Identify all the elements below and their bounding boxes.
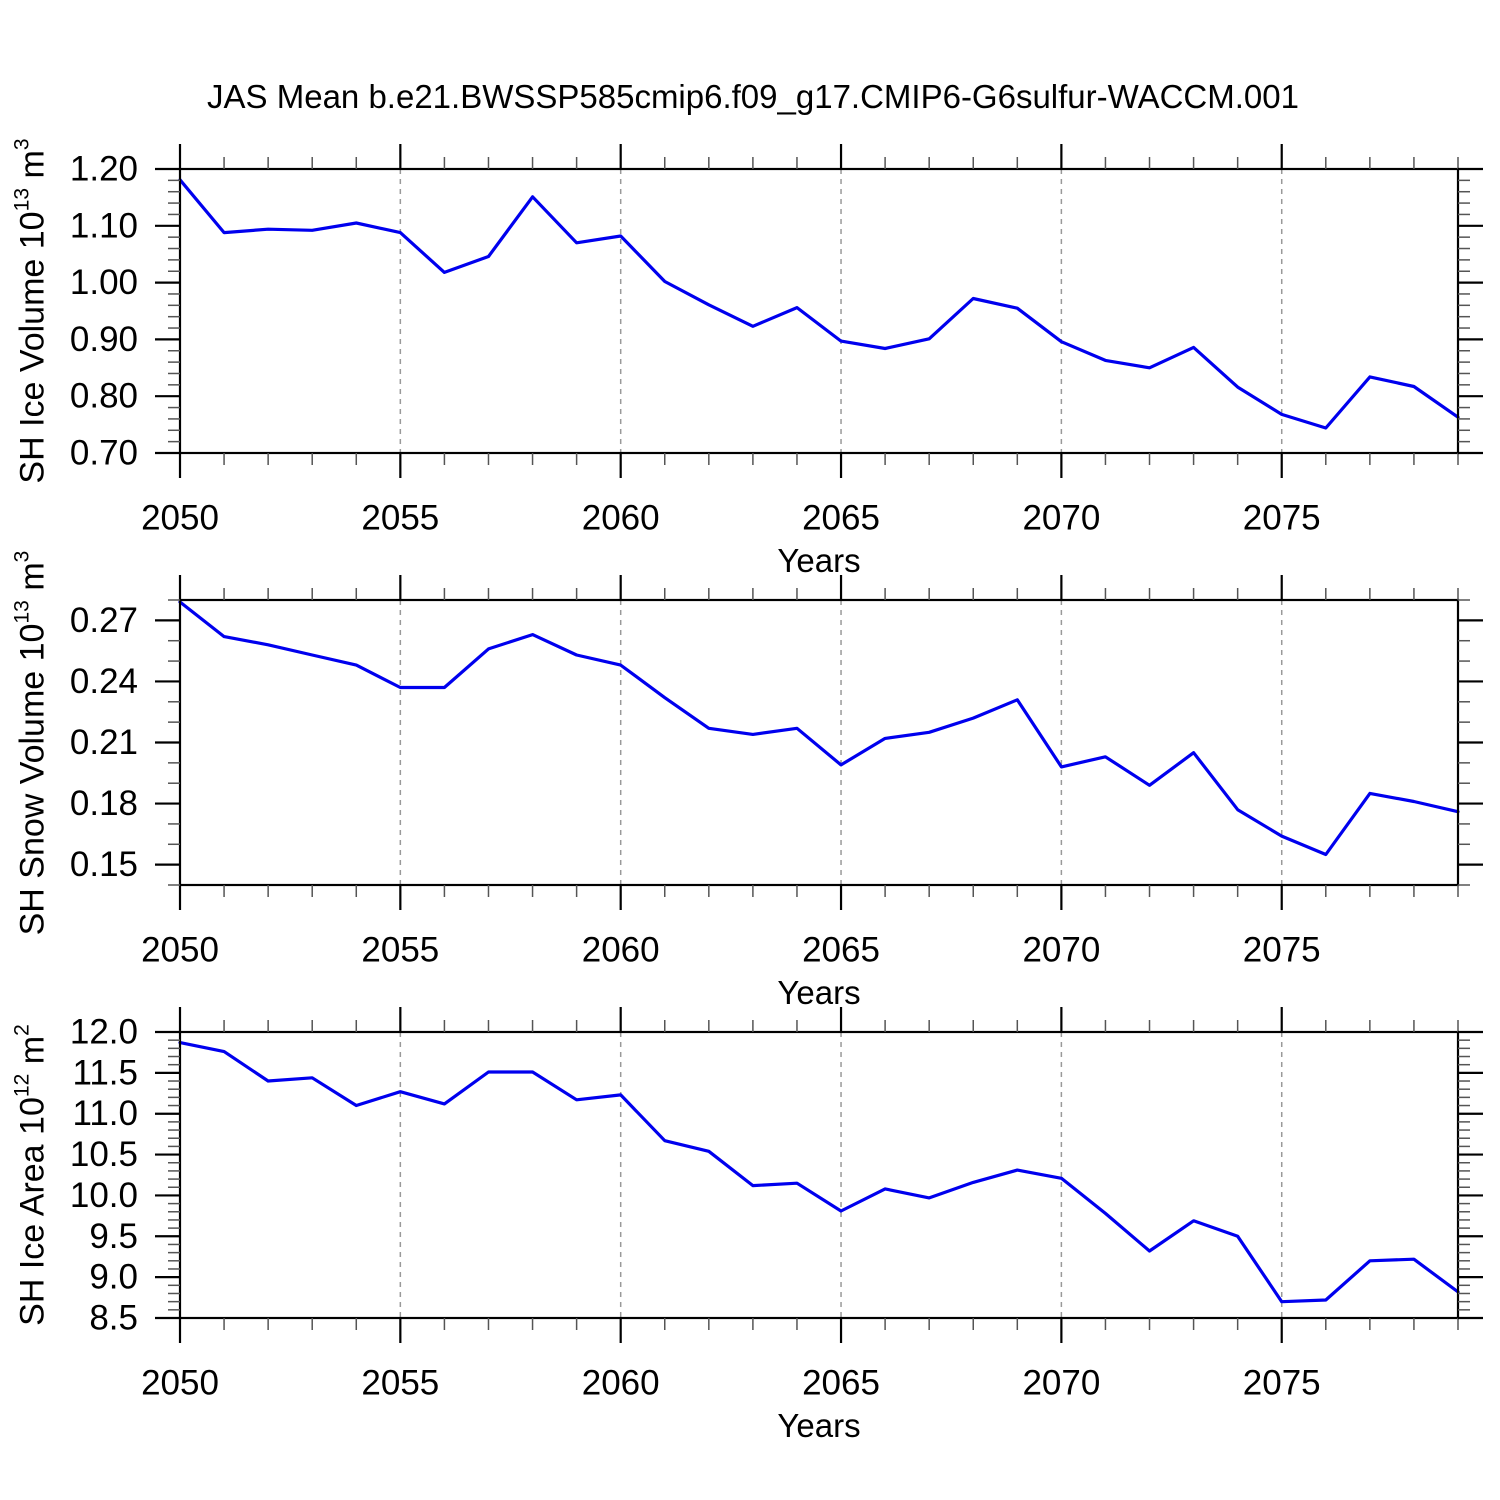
y-tick-label: 0.24 (70, 662, 138, 701)
figure-title: JAS Mean b.e21.BWSSP585cmip6.f09_g17.CMI… (207, 78, 1299, 115)
y-axis-label-unit-exponent: 3 (10, 138, 34, 151)
y-tick-label: 9.0 (89, 1258, 138, 1297)
x-tick-label: 2050 (141, 499, 219, 538)
y-tick-label: 0.18 (70, 784, 138, 823)
y-tick-label: 0.90 (70, 320, 138, 359)
y-tick-label: 1.20 (70, 150, 138, 189)
series-line (178, 178, 1460, 430)
y-tick-label: 9.5 (89, 1217, 138, 1256)
y-tick-label: 10.0 (70, 1176, 138, 1215)
x-tick-label: 2060 (582, 931, 660, 970)
panel-sh-ice-volume: 2050 2055 2060 2065 2070 2075 0.70 0.80 0.90 1.00… (70, 144, 1483, 538)
x-tick-label: 2055 (361, 499, 439, 538)
y-axis-label-unit: m (13, 150, 52, 188)
x-tick-label: 2065 (802, 499, 880, 538)
y-tick-label: 11.5 (72, 1053, 138, 1092)
y-axis-label-text: SH Snow Volume 10 (13, 623, 52, 935)
plot-frame (178, 1030, 1460, 1320)
y-axis-label-text: SH Ice Area 10 (13, 1097, 52, 1326)
y-tick-label: 1.10 (70, 206, 138, 245)
x-tick-label: 2065 (802, 931, 880, 970)
y-axis-label-ice-area: SH Ice Area 1012 m2 (10, 1024, 53, 1326)
x-axis-label-years-2: Years (777, 974, 861, 1011)
y-tick-label: 0.15 (70, 845, 138, 884)
y-tick-label: 1.00 (70, 263, 138, 302)
x-tick-label: 2075 (1243, 499, 1321, 538)
x-tick-label: 2075 (1243, 1364, 1321, 1403)
y-axis-label-unit-exponent: 2 (10, 1024, 34, 1036)
x-tick-label: 2050 (141, 931, 219, 970)
y-axis-label-ice-volume: SH Ice Volume 1013 m3 (10, 138, 53, 484)
x-tick-label: 2060 (582, 499, 660, 538)
x-tick-label: 2070 (1022, 1364, 1100, 1403)
series-line (178, 1040, 1460, 1304)
panel-sh-snow-volume: 2050 2055 2060 2065 2070 2075 0.15 0.18 0.21 0.24… (70, 575, 1483, 970)
series-line (178, 600, 1460, 857)
y-tick-label: 12.0 (70, 1013, 138, 1052)
x-tick-label: 2070 (1022, 499, 1100, 538)
x-axis-label-years-3: Years (777, 1407, 861, 1444)
y-tick-label: 0.27 (70, 601, 138, 640)
y-axis-label-exponent: 13 (10, 599, 34, 624)
y-axis-label-unit: m (13, 561, 52, 600)
x-tick-label: 2060 (582, 1364, 660, 1403)
x-axis-label-years-1: Years (777, 542, 861, 579)
plot-frame (178, 598, 1460, 887)
y-tick-label: 8.5 (89, 1299, 138, 1338)
y-axis-label-unit-exponent: 3 (10, 550, 34, 562)
x-tick-label: 2050 (141, 1364, 219, 1403)
y-tick-label: 0.70 (70, 434, 138, 473)
y-tick-label: 11.0 (72, 1094, 138, 1133)
y-tick-label: 10.5 (70, 1135, 138, 1174)
y-axis-label-unit: m (13, 1035, 52, 1074)
y-tick-label: 0.80 (70, 377, 138, 416)
plot-frame (178, 167, 1460, 455)
y-tick-label: 0.21 (70, 723, 138, 762)
x-tick-label: 2065 (802, 1364, 880, 1403)
y-axis-label-exponent: 13 (10, 187, 34, 212)
panel-sh-ice-area: 2050 2055 2060 2065 2070 2075 8.59.09.510.010.… (70, 1007, 1483, 1403)
x-tick-label: 2055 (361, 931, 439, 970)
x-tick-label: 2055 (361, 1364, 439, 1403)
x-tick-label: 2075 (1243, 931, 1321, 970)
x-tick-label: 2070 (1022, 931, 1100, 970)
y-axis-label-snow-volume: SH Snow Volume 1013 m3 (10, 550, 53, 935)
y-axis-label-text: SH Ice Volume 10 (13, 211, 52, 484)
y-axis-label-exponent: 12 (10, 1073, 34, 1098)
